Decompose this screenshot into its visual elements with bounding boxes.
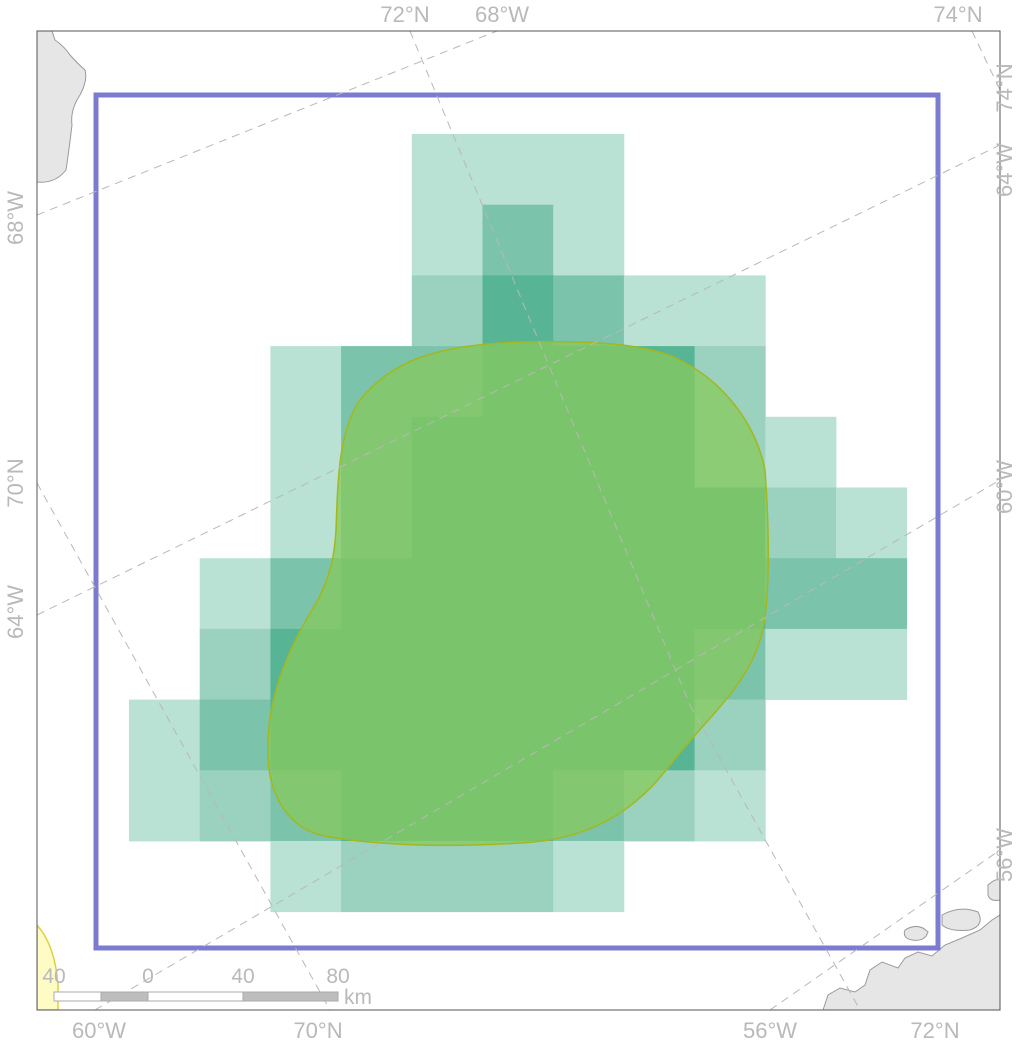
grid-cell: [199, 628, 271, 700]
grid-cell: [553, 134, 625, 206]
scale-bar-label: 0: [142, 965, 154, 988]
tick-label-top: 72°N: [380, 2, 429, 27]
graticule-line: [689, 704, 861, 1010]
grid-cell: [836, 487, 908, 559]
scale-bar-label: 40: [231, 965, 254, 988]
tick-label-bottom: 60°W: [72, 1018, 126, 1043]
grid-cell: [482, 841, 554, 913]
tick-label-left: 70°N: [3, 458, 28, 507]
land-layer: [37, 31, 1000, 1010]
grid-cell: [765, 487, 837, 559]
graticule-line: [409, 31, 691, 706]
tick-label-right: 64°W: [992, 143, 1017, 197]
scale-bar-label: 40: [42, 965, 65, 988]
tick-label-top: 68°W: [475, 2, 529, 27]
grid-cell: [411, 275, 483, 347]
study-area-bbox: [93, 92, 941, 951]
land-southeast-island-3: [987, 879, 1000, 901]
tick-label-bottom: 56°W: [743, 1018, 797, 1043]
grid-cell: [129, 770, 201, 842]
grid-cell: [765, 416, 837, 488]
scale-bar-segment: [242, 991, 339, 1002]
scale-bar-label: 80: [326, 965, 349, 988]
grid-cell: [341, 841, 413, 913]
tick-label-left: 68°W: [3, 191, 28, 245]
graticule-line: [37, 482, 331, 1010]
grid-cell: [411, 204, 483, 276]
graticule-line: [37, 31, 498, 216]
land-southeast: [822, 914, 1000, 1010]
grid-cell: [411, 134, 483, 206]
tick-label-left: 64°W: [3, 585, 28, 639]
graticule: [37, 31, 1000, 1010]
grid-cell: [482, 134, 554, 206]
graticule-line: [37, 144, 1000, 616]
grid-cell: [482, 204, 554, 276]
graticule-line: [769, 849, 1000, 1010]
graticule-line: [971, 31, 1000, 91]
tick-label-right: 60°W: [992, 460, 1017, 514]
scale-bar-unit: km: [344, 986, 372, 1009]
grid-cell: [411, 841, 483, 913]
map-frame: [36, 30, 1001, 1011]
grid-cell: [694, 275, 766, 347]
grid-cell: [199, 558, 271, 630]
tick-labels: 72°N 68°W 74°N 60°W 70°N 56°W 72°N 68°W …: [3, 2, 1017, 1043]
land-southeast-island-2: [941, 908, 981, 931]
grid-cell: [836, 628, 908, 700]
grid-cell: [765, 628, 837, 700]
land-southeast-island-1: [903, 926, 929, 941]
scale-bar-segment: [147, 991, 244, 1002]
tick-label-top: 74°N: [933, 2, 982, 27]
grid-cell: [553, 841, 625, 913]
grid-cell: [199, 770, 271, 842]
grid-cell: [694, 770, 766, 842]
grid-cell: [482, 275, 554, 347]
grid-cell: [553, 275, 625, 347]
land-northwest: [37, 31, 87, 183]
grid-cell: [270, 487, 342, 559]
tick-label-right: 74°N: [992, 63, 1017, 112]
graticule-line: [94, 479, 1000, 1010]
corner-range-polygon: [37, 923, 59, 1010]
scale-bar-segment: [53, 991, 102, 1002]
tick-label-right: 56°W: [992, 828, 1017, 882]
grid-cell: [553, 204, 625, 276]
tick-label-bottom: 72°N: [910, 1018, 959, 1043]
grid-cell: [129, 699, 201, 771]
range-polygon: [266, 340, 770, 847]
grid-cell: [270, 346, 342, 418]
scale-bar-segment: [100, 991, 149, 1002]
tick-label-bottom: 70°N: [293, 1018, 342, 1043]
map-panel: 40 0 40 80 km: [37, 31, 1000, 1010]
grid-cell: [765, 558, 837, 630]
grid-cell: [199, 699, 271, 771]
grid-cell: [836, 558, 908, 630]
grid-cell: [270, 416, 342, 488]
scale-bar: 40 0 40 80 km: [42, 965, 372, 1009]
